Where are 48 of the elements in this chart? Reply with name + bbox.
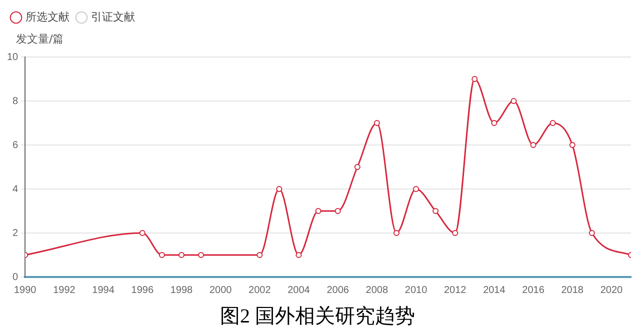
x-tick-label: 2000 — [209, 284, 232, 296]
point — [550, 120, 556, 126]
point — [452, 230, 458, 236]
y-tick-label: 4 — [12, 184, 19, 195]
point — [334, 208, 341, 214]
point — [588, 230, 595, 236]
point — [198, 252, 204, 258]
point — [315, 208, 322, 214]
x-tick-label: 2012 — [444, 284, 467, 296]
text: 图2 国外相关研究趋势 — [220, 305, 415, 328]
y-tick-label: 2 — [12, 228, 19, 239]
y-tick-label: 8 — [12, 96, 19, 107]
x-tick-label: 2016 — [522, 284, 545, 296]
x-tick-label: 2010 — [404, 284, 428, 296]
x-tick-label: 2002 — [248, 284, 272, 296]
point — [276, 186, 282, 192]
x-tick-label: 2008 — [366, 284, 388, 296]
point — [530, 142, 536, 148]
point — [139, 230, 146, 236]
x-tick-label: 2018 — [561, 284, 584, 296]
point — [158, 252, 165, 258]
point — [354, 164, 360, 170]
y-tick-label: 0 — [12, 272, 19, 283]
x-tick-label: 1994 — [92, 284, 115, 296]
x-tick-label: 2020 — [600, 284, 624, 296]
point — [296, 252, 302, 258]
x-tick-label: 1998 — [170, 284, 194, 296]
y-tick-label: 6 — [12, 140, 19, 151]
x-tick-label: 2004 — [288, 284, 310, 296]
point — [472, 76, 478, 82]
point — [256, 252, 263, 258]
point — [393, 230, 400, 236]
y-tick-label: 10 — [7, 52, 19, 63]
point — [432, 208, 439, 214]
x-tick-label: 2014 — [483, 284, 506, 296]
point — [569, 142, 576, 148]
x-tick-label: 1990 — [14, 284, 37, 296]
x-tick-label: 1996 — [131, 284, 154, 296]
point — [491, 120, 498, 126]
legend-label: 引证文献 — [91, 10, 135, 24]
legend-label: 所选文献 — [26, 10, 70, 24]
point — [510, 98, 517, 104]
x-tick-label: 2006 — [326, 284, 350, 296]
x-tick-label: 1992 — [53, 284, 76, 296]
point — [413, 186, 420, 192]
point — [374, 120, 380, 126]
y-axis-title: 发文量/篇 — [16, 32, 64, 46]
point — [178, 252, 184, 258]
